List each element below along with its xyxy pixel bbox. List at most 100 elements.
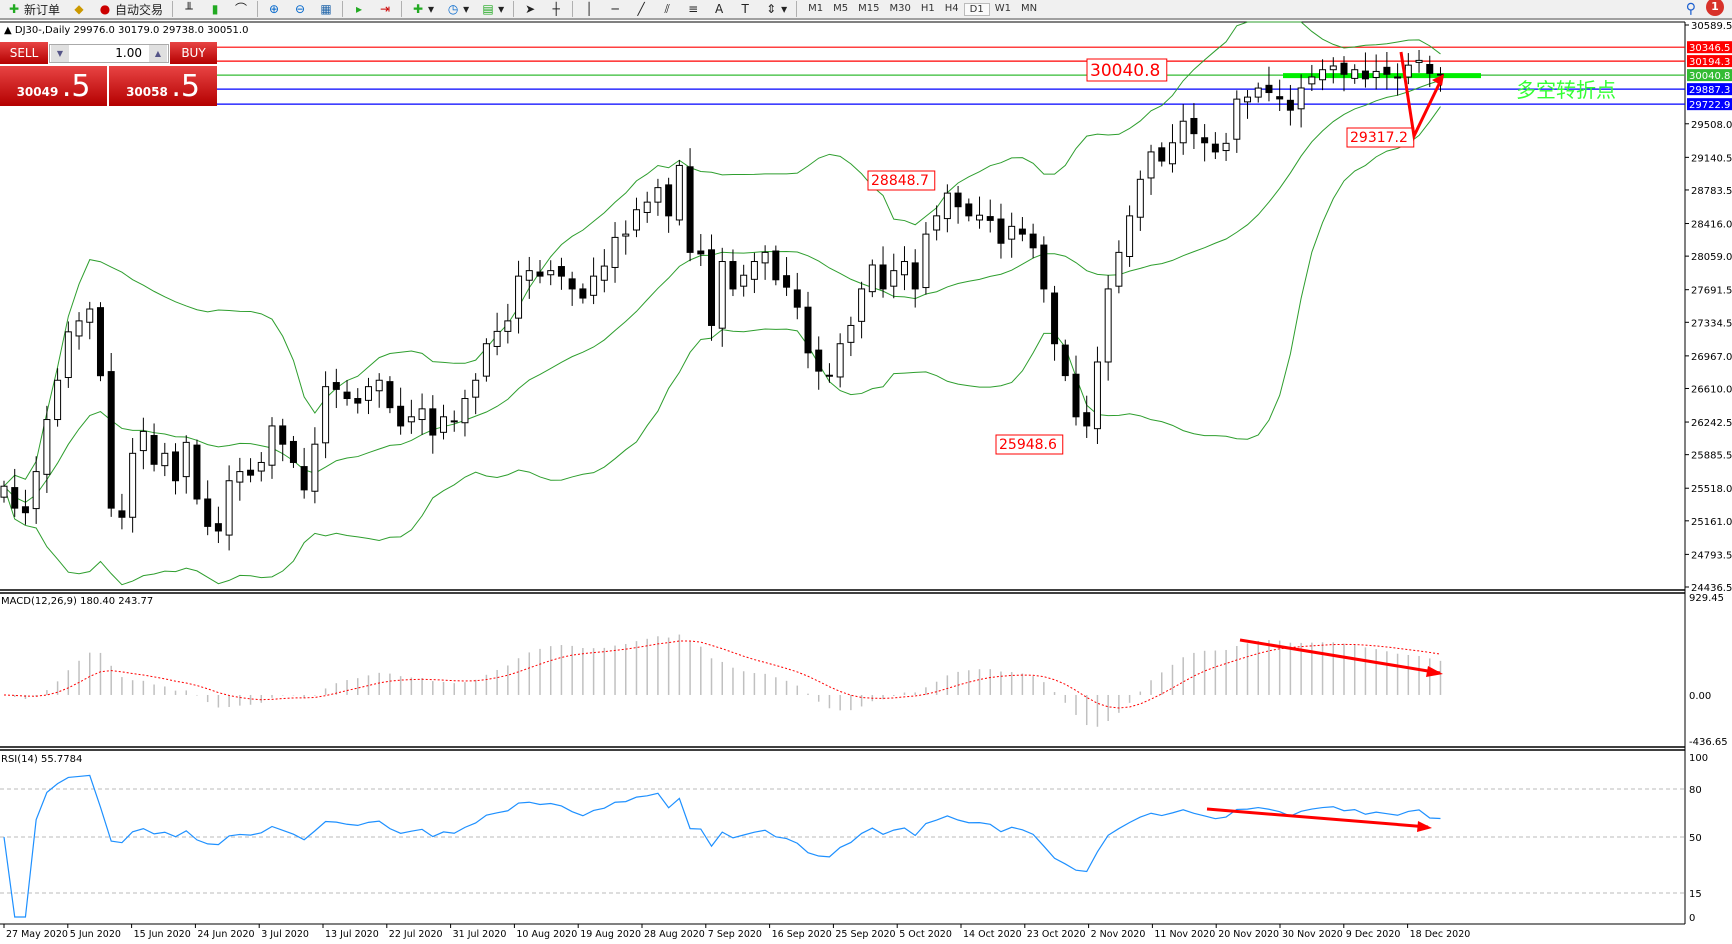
buy-button[interactable]: BUY	[170, 42, 217, 64]
grid-icon: ▦	[320, 2, 332, 16]
timeframe-w1[interactable]: W1	[994, 2, 1011, 14]
candle-body	[96, 307, 104, 377]
text-button[interactable]: A	[709, 0, 729, 18]
price-axis-label: 30589.5	[1691, 21, 1732, 32]
candle-body	[654, 187, 662, 203]
candle-body	[289, 440, 297, 463]
candle-body	[1179, 120, 1187, 144]
candle-body	[1329, 65, 1337, 71]
price-tag-label: 29722.9	[1689, 100, 1730, 111]
cursor-button[interactable]: ➤	[520, 0, 540, 18]
sell-button[interactable]: SELL	[0, 42, 48, 64]
lot-decrease-button[interactable]: ▼	[51, 45, 69, 62]
templates-button[interactable]: ▤ ▾	[482, 2, 505, 16]
bar-chart-button[interactable]: ╨	[179, 0, 199, 18]
arrows-button[interactable]: ⇕ ▾	[766, 2, 788, 16]
candle-body	[1147, 151, 1155, 179]
candle-body	[1115, 251, 1123, 287]
buy-price-button[interactable]: 30058 .5	[109, 66, 217, 106]
trendline-icon: ╱	[637, 2, 645, 16]
auto-trading-button[interactable]: ● 自动交易	[95, 0, 166, 18]
candle-body	[225, 480, 233, 536]
one-click-trading-panel: SELL 1.00 ▼ ▲ BUY 30049 .5 30058 .5	[0, 42, 217, 106]
date-axis-label: 2 Nov 2020	[1091, 929, 1146, 940]
new-order-button[interactable]: ✚ 新订单	[4, 0, 63, 18]
candle-body	[214, 523, 222, 532]
tile-windows-button[interactable]: ▦	[316, 0, 336, 18]
price-annotation: 28848.7	[871, 173, 929, 189]
candle-body	[43, 419, 51, 475]
candle-body	[1211, 143, 1219, 153]
timeframe-d1[interactable]: D1	[963, 2, 990, 16]
candle-chart-icon: ▮	[211, 2, 219, 16]
candle-body	[1136, 178, 1144, 218]
price-axis-label: 26967.0	[1691, 352, 1732, 363]
price-tag	[1687, 41, 1732, 54]
horizontal-line-button[interactable]: ─	[605, 0, 625, 18]
zoom-out-button[interactable]: ⊖	[290, 0, 310, 18]
autoscroll-button[interactable]: ▸	[349, 0, 369, 18]
timeframe-m15[interactable]: M15	[858, 2, 880, 14]
periods-button[interactable]: ◷ ▾	[447, 2, 470, 16]
date-axis-label: 5 Jun 2020	[70, 929, 121, 940]
line-chart-button[interactable]: ⌒	[231, 0, 251, 18]
date-axis-label: 28 Aug 2020	[644, 929, 705, 940]
timeframe-m1[interactable]: M1	[808, 2, 824, 14]
book-icon: ◆	[74, 2, 84, 16]
timeframe-m30[interactable]: M30	[889, 2, 911, 14]
candle-body	[129, 452, 137, 518]
candle-body	[686, 166, 694, 253]
zoom-in-icon: ⊕	[269, 2, 280, 16]
date-axis-label: 31 Jul 2020	[453, 929, 507, 940]
date-axis-label: 19 Aug 2020	[580, 929, 641, 940]
notification-badge[interactable]: 1	[1706, 0, 1724, 16]
candle-body	[911, 262, 919, 290]
trendline-button[interactable]: ╱	[631, 0, 651, 18]
red-arrow	[1399, 51, 1444, 141]
date-axis-label: 13 Jul 2020	[325, 929, 379, 940]
channel-button[interactable]: ⫽	[657, 0, 677, 18]
timeframe-mn[interactable]: MN	[1020, 2, 1038, 14]
rsi-label: RSI(14) 55.7784	[1, 754, 82, 765]
timeframe-h4[interactable]: H4	[944, 2, 959, 14]
zoom-out-icon: ⊖	[295, 2, 306, 16]
red-arrow-head	[1432, 74, 1444, 86]
search-icon[interactable]: ⚲	[1685, 1, 1696, 17]
candle-body	[107, 371, 115, 509]
date-axis-label: 25 Sep 2020	[835, 929, 895, 940]
candle-body	[643, 201, 651, 213]
new-order-label: 新订单	[24, 2, 61, 17]
add-indicator-icon: ✚	[413, 2, 424, 16]
candle-body	[118, 510, 126, 518]
zoom-in-button[interactable]: ⊕	[264, 0, 284, 18]
candle-body	[1104, 288, 1112, 363]
fibonacci-button[interactable]: ≡	[683, 0, 703, 18]
timeframe-m5[interactable]: M5	[833, 2, 849, 14]
sell-price-button[interactable]: 30049 .5	[0, 66, 107, 106]
candle-body	[247, 469, 255, 476]
timeframe-bar: M1 M5 M15 M30 H1 H4 D1 W1 MN	[803, 2, 1042, 16]
lot-increase-button[interactable]: ▲	[149, 45, 167, 62]
date-axis-label: 23 Oct 2020	[1027, 929, 1086, 940]
candle-body	[1093, 361, 1101, 430]
candle-body	[354, 398, 362, 404]
chart-shift-button[interactable]: ⇥	[375, 0, 395, 18]
candle-body	[440, 416, 448, 433]
date-axis-label: 18 Dec 2020	[1410, 929, 1471, 940]
vertical-line-button[interactable]: │	[579, 0, 599, 18]
navigator-button[interactable]: ◆	[69, 0, 89, 18]
price-tag-label: 29887.3	[1689, 85, 1730, 96]
candle-chart-button[interactable]: ▮	[205, 0, 225, 18]
chart-shift-icon: ⇥	[380, 2, 391, 16]
crosshair-button[interactable]: ┼	[546, 0, 566, 18]
candle-body	[139, 430, 147, 452]
candle-body	[504, 320, 512, 332]
timeframe-h1[interactable]: H1	[920, 2, 935, 14]
lot-size-input[interactable]: 1.00	[49, 44, 169, 63]
indicators-button[interactable]: ✚ ▾	[413, 2, 435, 16]
text-label-button[interactable]: T	[735, 0, 755, 18]
candle-body	[1040, 244, 1048, 290]
date-axis-label: 15 Jun 2020	[134, 929, 191, 940]
candle-body	[1244, 96, 1252, 103]
